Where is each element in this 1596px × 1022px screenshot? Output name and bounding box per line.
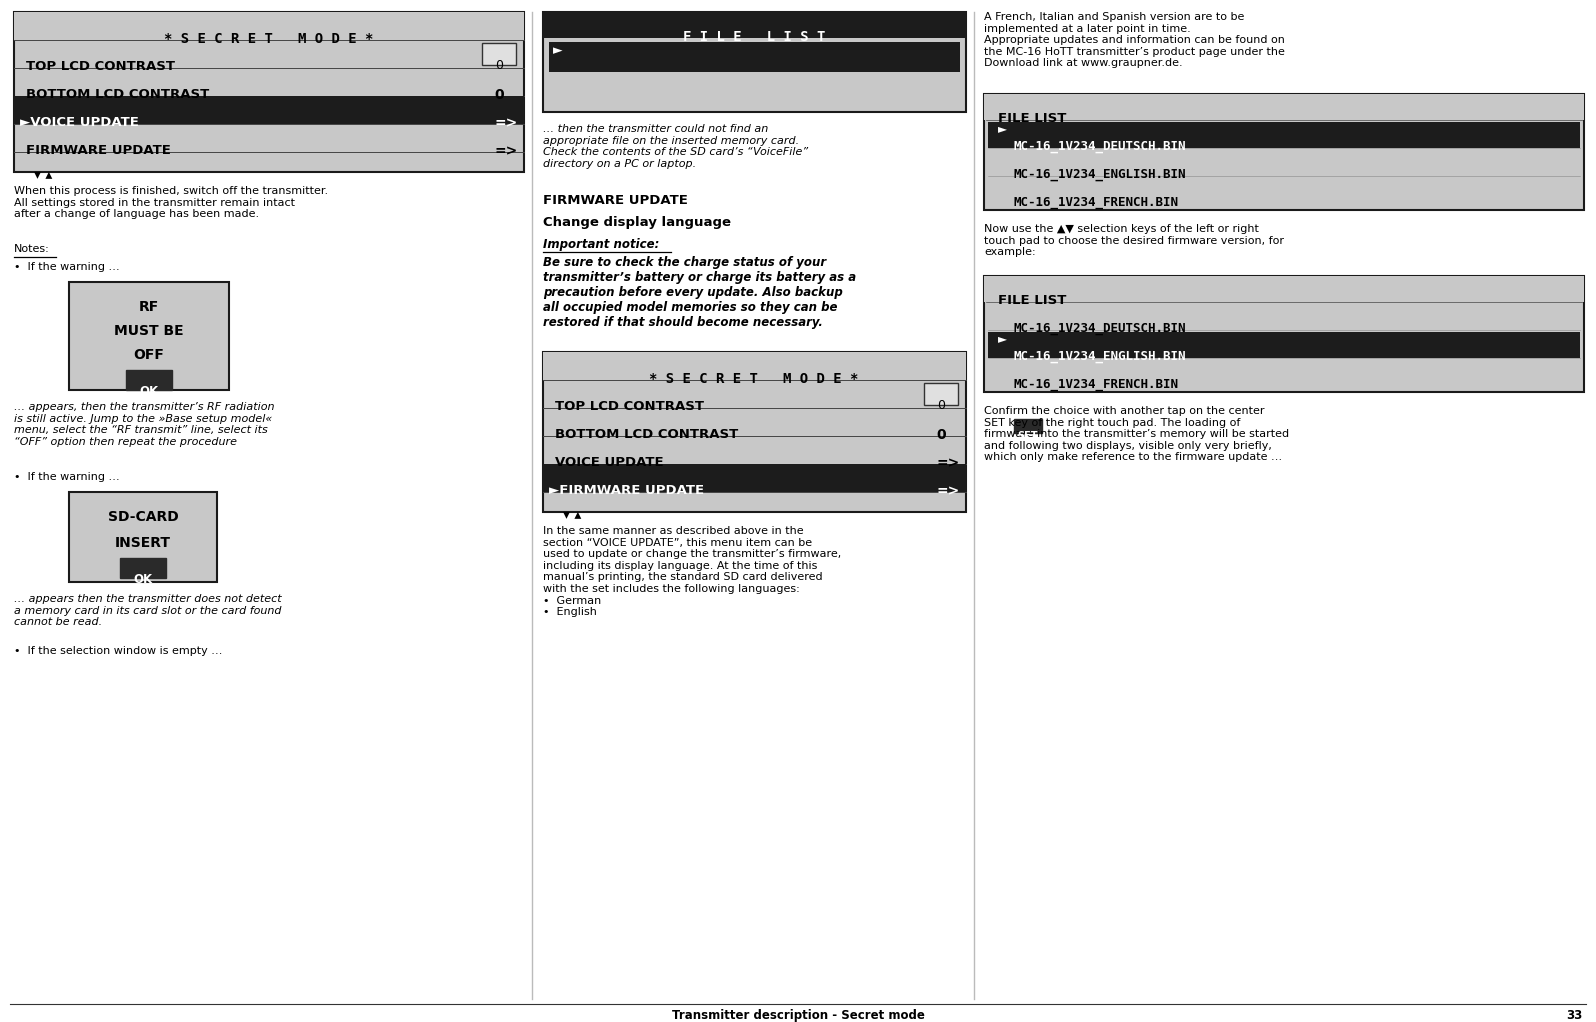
Text: ►FIRMWARE UPDATE: ►FIRMWARE UPDATE bbox=[549, 484, 704, 497]
Text: •  If the selection window is empty …: • If the selection window is empty … bbox=[14, 646, 222, 656]
Text: =>: => bbox=[495, 144, 517, 158]
Text: TOP LCD CONTRAST: TOP LCD CONTRAST bbox=[555, 400, 704, 413]
Text: * S E C R E T   M O D E *: * S E C R E T M O D E * bbox=[650, 372, 859, 386]
Text: In the same manner as described above in the
section “VOICE UPDATE”, this menu i: In the same manner as described above in… bbox=[543, 526, 841, 617]
Text: Be sure to check the charge status of your
transmitter’s battery or charge its b: Be sure to check the charge status of yo… bbox=[543, 256, 855, 329]
Text: * S E C R E T   M O D E *: * S E C R E T M O D E * bbox=[164, 32, 373, 46]
Text: MC-16_1V234_FRENCH.BIN: MC-16_1V234_FRENCH.BIN bbox=[1013, 196, 1179, 210]
Text: 0: 0 bbox=[495, 59, 503, 72]
Text: FILE LIST: FILE LIST bbox=[998, 294, 1066, 307]
Text: 0: 0 bbox=[495, 88, 504, 102]
Text: MC-16_1V234_DEUTSCH.BIN: MC-16_1V234_DEUTSCH.BIN bbox=[1013, 140, 1186, 153]
Text: TOP LCD CONTRAST: TOP LCD CONTRAST bbox=[26, 60, 176, 73]
Bar bbox=[14, 12, 523, 40]
Text: •  If the warning …: • If the warning … bbox=[14, 472, 120, 482]
Text: SD-CARD: SD-CARD bbox=[107, 510, 179, 524]
Bar bbox=[985, 276, 1583, 392]
Text: Notes:: Notes: bbox=[14, 244, 49, 254]
Text: Important notice:: Important notice: bbox=[543, 238, 659, 251]
Text: •  If the warning …: • If the warning … bbox=[14, 262, 120, 272]
Bar bbox=[985, 94, 1583, 210]
Text: ►: ► bbox=[998, 122, 1007, 135]
Bar bbox=[543, 352, 966, 380]
Bar bbox=[549, 42, 961, 72]
Text: 0: 0 bbox=[935, 428, 945, 442]
Text: F I L E   L I S T: F I L E L I S T bbox=[683, 30, 825, 44]
Bar bbox=[988, 332, 1580, 358]
Text: FIRMWARE UPDATE: FIRMWARE UPDATE bbox=[543, 194, 688, 207]
Text: BOTTOM LCD CONTRAST: BOTTOM LCD CONTRAST bbox=[26, 88, 209, 101]
Text: ►VOICE UPDATE: ►VOICE UPDATE bbox=[21, 117, 139, 129]
Text: =>: => bbox=[935, 484, 959, 498]
Text: ▾ ▴: ▾ ▴ bbox=[34, 168, 53, 182]
Text: 33: 33 bbox=[1566, 1009, 1582, 1022]
Text: Transmitter description - Secret mode: Transmitter description - Secret mode bbox=[672, 1009, 924, 1022]
Text: FIRMWARE UPDATE: FIRMWARE UPDATE bbox=[26, 144, 171, 157]
Bar bbox=[924, 383, 958, 405]
Bar bbox=[69, 492, 217, 582]
Text: FILE LIST: FILE LIST bbox=[998, 112, 1066, 125]
Text: … appears, then the transmitter’s RF radiation
is still active. Jump to the »Bas: … appears, then the transmitter’s RF rad… bbox=[14, 402, 275, 447]
Text: MUST BE: MUST BE bbox=[115, 324, 184, 338]
Bar bbox=[14, 96, 523, 124]
Bar bbox=[482, 43, 516, 65]
Bar bbox=[14, 12, 523, 172]
Text: Now use the ▲▼ selection keys of the left or right
touch pad to choose the desir: Now use the ▲▼ selection keys of the lef… bbox=[985, 224, 1285, 258]
Text: BOTTOM LCD CONTRAST: BOTTOM LCD CONTRAST bbox=[555, 428, 739, 442]
Text: OK: OK bbox=[134, 573, 153, 586]
Text: =>: => bbox=[495, 117, 517, 130]
Bar bbox=[988, 122, 1580, 148]
Text: Change display language: Change display language bbox=[543, 216, 731, 229]
Text: When this process is finished, switch off the transmitter.
All settings stored i: When this process is finished, switch of… bbox=[14, 186, 329, 219]
Bar bbox=[543, 352, 966, 512]
Text: OFF: OFF bbox=[134, 349, 164, 362]
Text: ▾ ▴: ▾ ▴ bbox=[563, 508, 581, 522]
Text: … then the transmitter could not find an
appropriate file on the inserted memory: … then the transmitter could not find an… bbox=[543, 124, 808, 169]
Text: MC-16_1V234_FRENCH.BIN: MC-16_1V234_FRENCH.BIN bbox=[1013, 378, 1179, 391]
Text: MC-16_1V234_ENGLISH.BIN: MC-16_1V234_ENGLISH.BIN bbox=[1013, 350, 1186, 363]
Text: INSERT: INSERT bbox=[115, 536, 171, 550]
Text: SET: SET bbox=[1018, 431, 1039, 442]
Text: MC-16_1V234_DEUTSCH.BIN: MC-16_1V234_DEUTSCH.BIN bbox=[1013, 322, 1186, 335]
Text: ►: ► bbox=[998, 332, 1007, 345]
Bar bbox=[985, 276, 1583, 301]
Text: RF: RF bbox=[139, 300, 160, 314]
Text: MC-16_1V234_ENGLISH.BIN: MC-16_1V234_ENGLISH.BIN bbox=[1013, 168, 1186, 181]
Bar bbox=[543, 12, 966, 38]
Text: ►: ► bbox=[552, 44, 563, 57]
Bar bbox=[543, 12, 966, 112]
Text: … appears then the transmitter does not detect
a memory card in its card slot or: … appears then the transmitter does not … bbox=[14, 594, 281, 628]
Text: A French, Italian and Spanish version are to be
implemented at a later point in : A French, Italian and Spanish version ar… bbox=[985, 12, 1285, 68]
Bar bbox=[69, 282, 228, 390]
Text: VOICE UPDATE: VOICE UPDATE bbox=[555, 456, 664, 469]
Bar bbox=[543, 464, 966, 492]
Bar bbox=[120, 558, 166, 578]
Bar bbox=[126, 370, 172, 390]
Bar bbox=[1013, 419, 1042, 433]
Bar bbox=[985, 94, 1583, 120]
Text: =>: => bbox=[935, 456, 959, 470]
Text: OK: OK bbox=[139, 385, 158, 398]
Text: Confirm the choice with another tap on the center
SET key of the right touch pad: Confirm the choice with another tap on t… bbox=[985, 406, 1290, 462]
Text: 0: 0 bbox=[937, 399, 945, 412]
